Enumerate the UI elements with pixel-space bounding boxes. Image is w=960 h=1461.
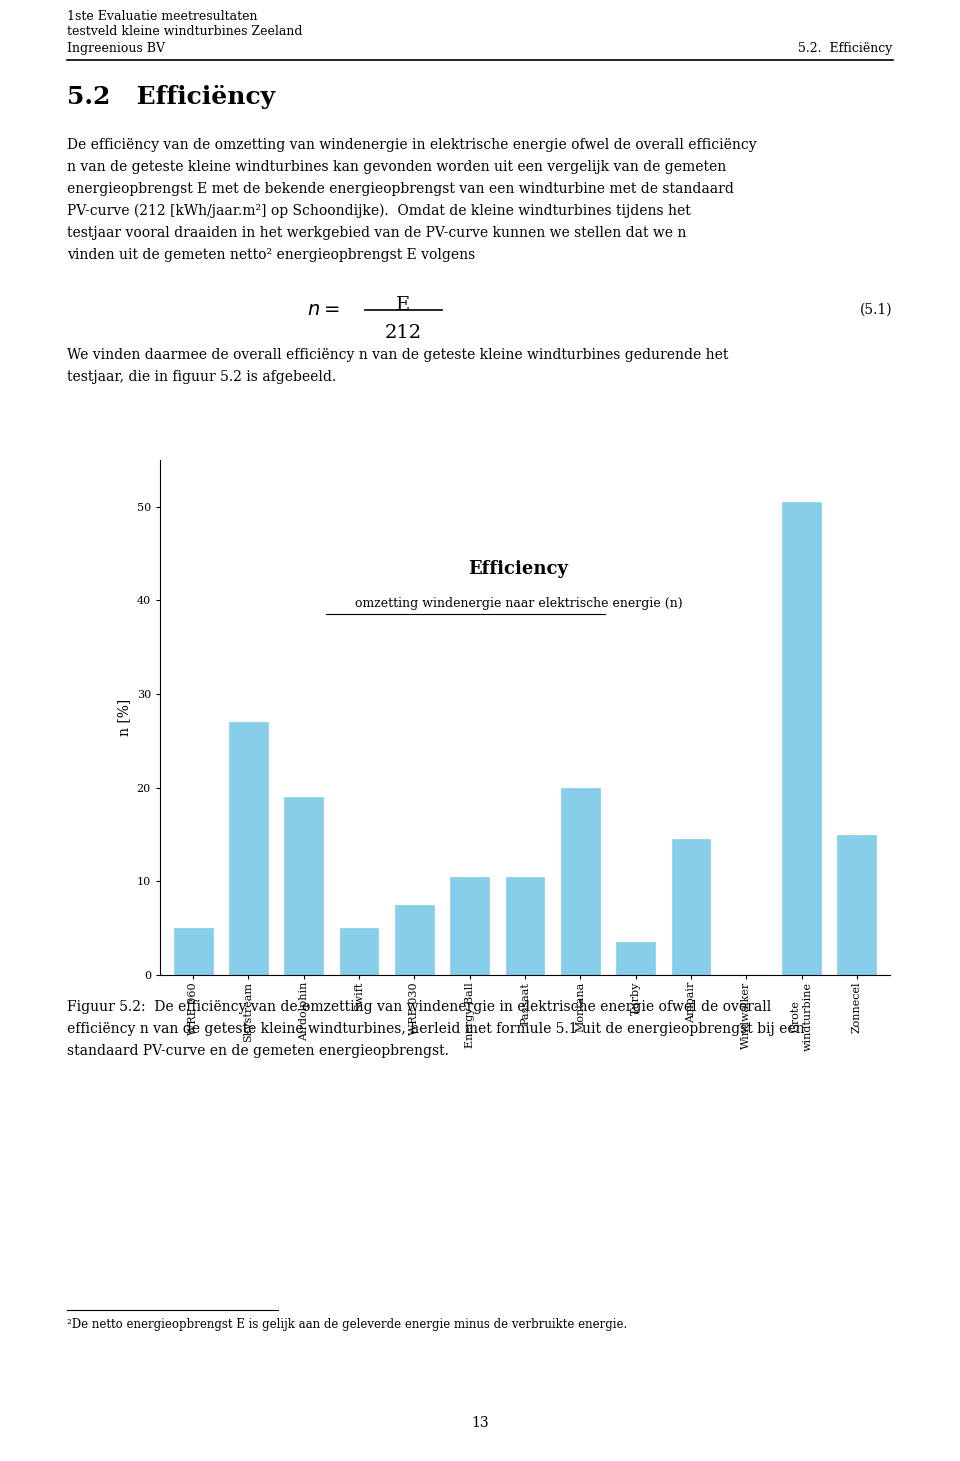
Text: testveld kleine windturbines Zeeland: testveld kleine windturbines Zeeland xyxy=(67,25,302,38)
Bar xyxy=(616,942,655,974)
Bar xyxy=(672,839,710,974)
Text: Efficiency: Efficiency xyxy=(468,560,568,579)
Bar xyxy=(561,787,600,974)
Text: energieopbrengst E met de bekende energieopbrengst van een windturbine met de st: energieopbrengst E met de bekende energi… xyxy=(67,183,734,196)
Text: $n =$: $n =$ xyxy=(307,301,340,318)
Text: 1ste Evaluatie meetresultaten: 1ste Evaluatie meetresultaten xyxy=(67,10,257,23)
Bar xyxy=(837,834,876,974)
Bar xyxy=(229,722,268,974)
Bar xyxy=(174,928,212,974)
Text: (5.1): (5.1) xyxy=(860,302,893,317)
Text: omzetting windenergie naar elektrische energie (n): omzetting windenergie naar elektrische e… xyxy=(354,598,683,611)
Text: 5.2.  Efficiëncy: 5.2. Efficiëncy xyxy=(799,42,893,56)
Text: Ingreenious BV: Ingreenious BV xyxy=(67,42,165,56)
Bar xyxy=(782,503,821,974)
Text: testjaar vooral draaiden in het werkgebied van de PV-curve kunnen we stellen dat: testjaar vooral draaiden in het werkgebi… xyxy=(67,226,686,240)
Text: efficiëncy n van de geteste kleine windturbines, herleid met formule 5.1 uit de : efficiëncy n van de geteste kleine windt… xyxy=(67,1023,804,1036)
Bar xyxy=(284,798,324,974)
Text: De efficiëncy van de omzetting van windenergie in elektrische energie ofwel de o: De efficiëncy van de omzetting van winde… xyxy=(67,137,756,152)
Text: standaard PV-curve en de gemeten energieopbrengst.: standaard PV-curve en de gemeten energie… xyxy=(67,1045,449,1058)
Bar xyxy=(450,877,489,974)
Text: n van de geteste kleine windturbines kan gevonden worden uit een vergelijk van d: n van de geteste kleine windturbines kan… xyxy=(67,161,727,174)
Text: 13: 13 xyxy=(471,1416,489,1430)
Text: vinden uit de gemeten netto² energieopbrengst E volgens: vinden uit de gemeten netto² energieopbr… xyxy=(67,248,475,262)
Text: 5.2   Efficiëncy: 5.2 Efficiëncy xyxy=(67,85,276,110)
Text: We vinden daarmee de overall efficiëncy n van de geteste kleine windturbines ged: We vinden daarmee de overall efficiëncy … xyxy=(67,348,729,362)
Text: ²De netto energieopbrengst E is gelijk aan de geleverde energie minus de verbrui: ²De netto energieopbrengst E is gelijk a… xyxy=(67,1318,628,1331)
Y-axis label: n [%]: n [%] xyxy=(117,698,132,736)
Bar xyxy=(340,928,378,974)
Bar xyxy=(395,904,434,974)
Text: 212: 212 xyxy=(385,324,421,342)
Bar xyxy=(506,877,544,974)
Text: PV-curve (212 [kWh/jaar.m²] op Schoondijke).  Omdat de kleine windturbines tijde: PV-curve (212 [kWh/jaar.m²] op Schoondij… xyxy=(67,205,691,218)
Text: E: E xyxy=(396,297,410,314)
Text: testjaar, die in figuur 5.2 is afgebeeld.: testjaar, die in figuur 5.2 is afgebeeld… xyxy=(67,370,336,384)
Text: Figuur 5.2:  De efficiëncy van de omzetting van windenergie in elektrische energ: Figuur 5.2: De efficiëncy van de omzetti… xyxy=(67,999,772,1014)
